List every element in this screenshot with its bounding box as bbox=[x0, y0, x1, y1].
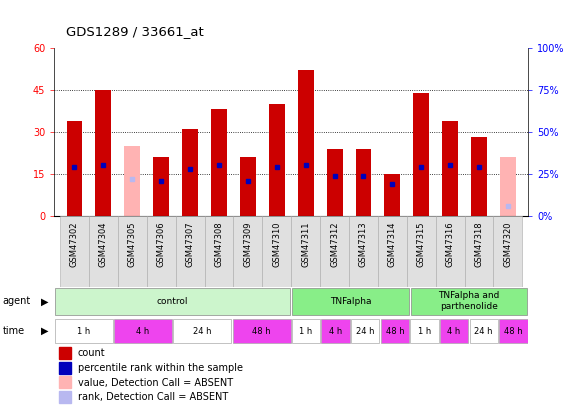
Bar bbox=[499, 319, 528, 343]
Bar bbox=[114, 319, 172, 343]
Bar bbox=[442, 121, 458, 216]
Bar bbox=[413, 93, 429, 216]
Bar bbox=[262, 216, 291, 287]
Bar bbox=[118, 216, 147, 287]
Text: value, Detection Call = ABSENT: value, Detection Call = ABSENT bbox=[78, 378, 233, 388]
Bar bbox=[356, 149, 371, 216]
Text: 1 h: 1 h bbox=[299, 326, 313, 336]
Bar bbox=[67, 121, 82, 216]
Bar bbox=[211, 109, 227, 216]
Bar bbox=[292, 319, 320, 343]
Text: ▶: ▶ bbox=[41, 326, 49, 336]
Bar bbox=[381, 319, 409, 343]
Bar bbox=[89, 216, 118, 287]
Text: 48 h: 48 h bbox=[385, 326, 404, 336]
Text: 24 h: 24 h bbox=[193, 326, 212, 336]
Bar bbox=[384, 174, 400, 216]
Bar bbox=[176, 216, 204, 287]
Bar bbox=[378, 216, 407, 287]
Bar bbox=[297, 70, 313, 216]
Text: GSM47309: GSM47309 bbox=[243, 222, 252, 267]
Bar bbox=[153, 157, 169, 216]
Text: 24 h: 24 h bbox=[356, 326, 375, 336]
Bar bbox=[147, 216, 176, 287]
Bar bbox=[240, 157, 256, 216]
Bar bbox=[411, 288, 527, 315]
Bar bbox=[351, 319, 380, 343]
Bar bbox=[234, 216, 262, 287]
Bar bbox=[291, 216, 320, 287]
Bar bbox=[349, 216, 378, 287]
Bar bbox=[95, 90, 111, 216]
Text: time: time bbox=[3, 326, 25, 336]
Text: 4 h: 4 h bbox=[136, 326, 150, 336]
Text: GSM47306: GSM47306 bbox=[156, 222, 166, 267]
Bar bbox=[469, 319, 498, 343]
Bar bbox=[269, 104, 285, 216]
Text: GDS1289 / 33661_at: GDS1289 / 33661_at bbox=[66, 25, 203, 38]
Text: GSM47312: GSM47312 bbox=[330, 222, 339, 267]
Bar bbox=[232, 319, 291, 343]
Text: 1 h: 1 h bbox=[418, 326, 431, 336]
Bar bbox=[493, 216, 522, 287]
Text: percentile rank within the sample: percentile rank within the sample bbox=[78, 363, 243, 373]
Bar bbox=[471, 137, 487, 216]
Bar bbox=[55, 319, 113, 343]
Text: GSM47314: GSM47314 bbox=[388, 222, 397, 267]
Text: 24 h: 24 h bbox=[475, 326, 493, 336]
Text: GSM47313: GSM47313 bbox=[359, 222, 368, 267]
Text: 1 h: 1 h bbox=[77, 326, 90, 336]
Text: GSM47311: GSM47311 bbox=[301, 222, 310, 267]
Bar bbox=[59, 376, 71, 388]
Bar bbox=[59, 390, 71, 403]
Bar bbox=[59, 362, 71, 373]
Bar bbox=[124, 146, 140, 216]
Text: GSM47307: GSM47307 bbox=[186, 222, 195, 267]
Text: GSM47304: GSM47304 bbox=[99, 222, 108, 267]
Bar bbox=[407, 216, 436, 287]
Text: GSM47316: GSM47316 bbox=[445, 222, 455, 267]
Text: GSM47315: GSM47315 bbox=[417, 222, 426, 267]
Bar bbox=[465, 216, 493, 287]
Bar bbox=[327, 149, 343, 216]
Text: 48 h: 48 h bbox=[504, 326, 522, 336]
Text: count: count bbox=[78, 348, 106, 358]
Bar bbox=[55, 288, 290, 315]
Bar bbox=[436, 216, 465, 287]
Text: GSM47302: GSM47302 bbox=[70, 222, 79, 267]
Text: control: control bbox=[157, 297, 188, 306]
Bar bbox=[411, 319, 439, 343]
Bar bbox=[59, 347, 71, 359]
Bar bbox=[500, 157, 516, 216]
Bar bbox=[60, 216, 89, 287]
Text: 4 h: 4 h bbox=[329, 326, 342, 336]
Bar bbox=[174, 319, 231, 343]
Bar bbox=[182, 129, 198, 216]
Bar bbox=[292, 288, 408, 315]
Bar bbox=[321, 319, 350, 343]
Bar bbox=[320, 216, 349, 287]
Text: GSM47308: GSM47308 bbox=[215, 222, 223, 267]
Bar bbox=[440, 319, 468, 343]
Text: ▶: ▶ bbox=[41, 296, 49, 306]
Text: GSM47320: GSM47320 bbox=[504, 222, 512, 267]
Text: TNFalpha: TNFalpha bbox=[329, 297, 371, 306]
Text: GSM47310: GSM47310 bbox=[272, 222, 282, 267]
Bar bbox=[204, 216, 234, 287]
Text: GSM47318: GSM47318 bbox=[475, 222, 484, 267]
Text: 4 h: 4 h bbox=[448, 326, 461, 336]
Text: agent: agent bbox=[3, 296, 31, 306]
Text: rank, Detection Call = ABSENT: rank, Detection Call = ABSENT bbox=[78, 392, 228, 402]
Text: GSM47305: GSM47305 bbox=[128, 222, 137, 267]
Text: TNFalpha and
parthenolide: TNFalpha and parthenolide bbox=[439, 291, 500, 311]
Text: 48 h: 48 h bbox=[252, 326, 271, 336]
